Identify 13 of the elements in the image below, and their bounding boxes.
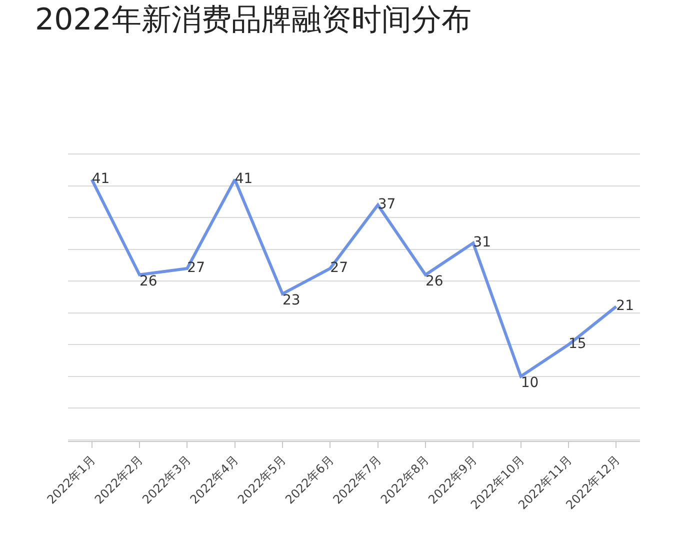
data-label: 41 — [234, 171, 253, 188]
data-label: 15 — [568, 336, 586, 352]
data-label: 26 — [426, 273, 444, 290]
data-label: 37 — [378, 196, 396, 212]
chart-title: 2022年新消费品牌融资时间分布 — [35, 2, 472, 38]
data-label: 41 — [92, 171, 110, 188]
data-label: 26 — [140, 273, 158, 290]
data-label: 31 — [473, 234, 491, 251]
data-label: 27 — [330, 260, 348, 276]
data-label: 10 — [520, 374, 539, 391]
data-label: 21 — [616, 298, 634, 314]
data-label: 23 — [282, 292, 300, 308]
data-label: 27 — [187, 260, 205, 276]
